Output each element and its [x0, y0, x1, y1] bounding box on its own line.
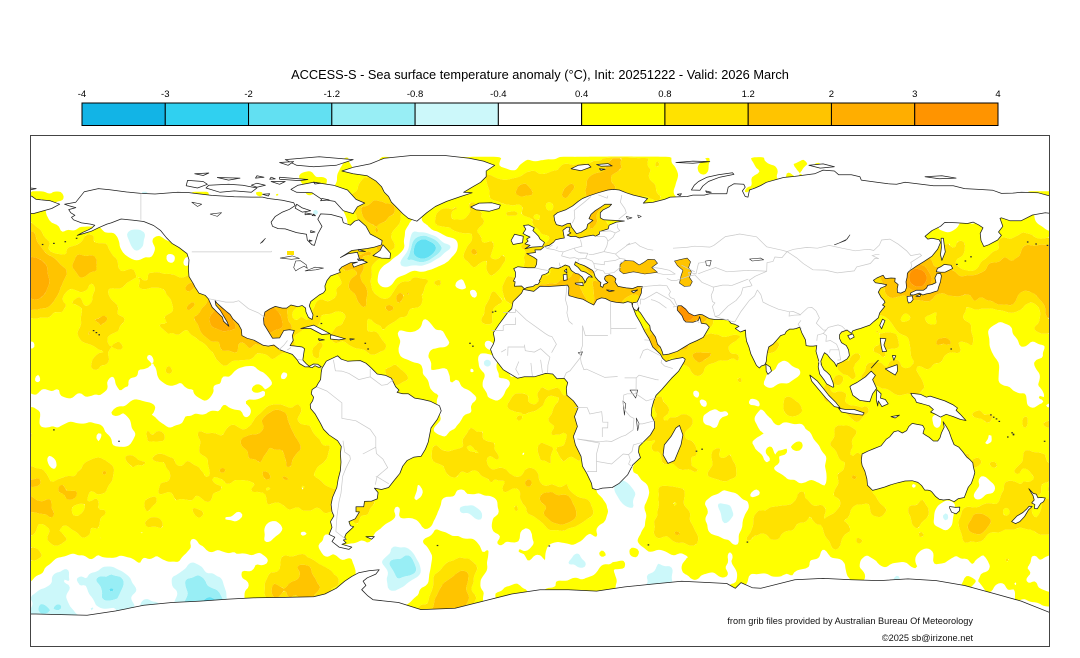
svg-text:from grib files provided by Au: from grib files provided by Australian B… — [727, 616, 973, 626]
svg-text:-0.8: -0.8 — [407, 89, 423, 100]
svg-text:2: 2 — [829, 89, 834, 100]
svg-text:©2025 sb@irizone.net: ©2025 sb@irizone.net — [882, 633, 974, 643]
svg-text:-3: -3 — [161, 89, 169, 100]
svg-text:-4: -4 — [78, 89, 86, 100]
svg-text:0.4: 0.4 — [575, 89, 588, 100]
svg-text:0.8: 0.8 — [658, 89, 671, 100]
svg-text:-1.2: -1.2 — [324, 89, 340, 100]
svg-text:ACCESS-S - Sea surface tempera: ACCESS-S - Sea surface temperature anoma… — [291, 67, 789, 82]
svg-text:1.2: 1.2 — [742, 89, 755, 100]
svg-text:-2: -2 — [244, 89, 252, 100]
svg-text:-0.4: -0.4 — [490, 89, 506, 100]
svg-text:3: 3 — [912, 89, 917, 100]
svg-text:4: 4 — [995, 89, 1000, 100]
